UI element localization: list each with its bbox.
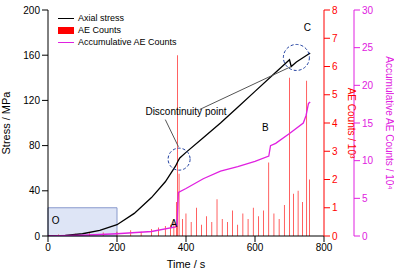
svg-text:0: 0: [362, 231, 368, 242]
svg-text:0: 0: [34, 231, 40, 242]
svg-text:B: B: [262, 122, 269, 133]
svg-text:2: 2: [332, 174, 338, 185]
svg-text:5: 5: [332, 89, 338, 100]
html-text:AE Counts: AE Counts: [78, 25, 121, 35]
svg-text:80: 80: [29, 140, 41, 151]
svg-text:Stress / MPa: Stress / MPa: [8, 91, 12, 155]
svg-text:10: 10: [362, 155, 374, 166]
svg-text:120: 120: [23, 95, 40, 106]
svg-text:4: 4: [332, 118, 338, 129]
svg-text:200: 200: [109, 242, 126, 253]
svg-text:5: 5: [362, 193, 368, 204]
svg-text:O: O: [52, 215, 60, 226]
svg-text:Accumulative AE Counts / 10⁴: Accumulative AE Counts / 10⁴: [384, 56, 386, 189]
svg-text:400: 400: [178, 242, 195, 253]
svg-text:20: 20: [362, 80, 374, 91]
svg-text:Discontinuity point: Discontinuity point: [145, 106, 226, 117]
svg-text:0: 0: [332, 231, 338, 242]
svg-text:160: 160: [23, 50, 40, 61]
svg-text:200: 200: [23, 5, 40, 16]
html-text:Accumulative AE Counts: Accumulative AE Counts: [78, 37, 177, 47]
svg-text:600: 600: [247, 242, 264, 253]
svg-text:AE Counts / 10³: AE Counts / 10³: [346, 88, 357, 159]
svg-text:C: C: [304, 22, 311, 33]
svg-text:A: A: [171, 218, 178, 229]
svg-text:1: 1: [332, 202, 338, 213]
svg-text:15: 15: [362, 118, 374, 129]
svg-text:0: 0: [45, 242, 51, 253]
svg-text:30: 30: [362, 5, 374, 16]
svg-text:Time / s: Time / s: [167, 258, 206, 270]
svg-text:8: 8: [332, 5, 338, 16]
svg-text:800: 800: [316, 242, 333, 253]
svg-text:3: 3: [332, 146, 338, 157]
svg-text:25: 25: [362, 42, 374, 53]
svg-text:40: 40: [29, 185, 41, 196]
html-text:Axial stress: Axial stress: [78, 13, 124, 23]
svg-text:7: 7: [332, 33, 338, 44]
svg-text:6: 6: [332, 61, 338, 72]
